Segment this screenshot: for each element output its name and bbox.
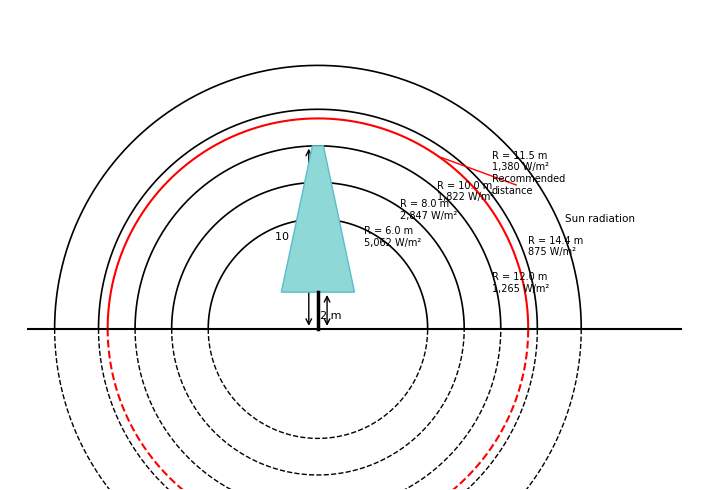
Text: 10 m: 10 m [275, 232, 303, 242]
Text: 2 m: 2 m [320, 311, 341, 321]
Text: R = 14.4 m
875 W/m²: R = 14.4 m 875 W/m² [528, 236, 584, 257]
Text: R = 12.0 m
1,265 W/m²: R = 12.0 m 1,265 W/m² [491, 272, 549, 294]
Text: R = 11.5 m
1,380 W/m²
Recommended
distance: R = 11.5 m 1,380 W/m² Recommended distan… [491, 151, 565, 196]
Text: Sun radiation: Sun radiation [565, 214, 635, 224]
Text: R = 6.0 m
5,062 W/m²: R = 6.0 m 5,062 W/m² [364, 226, 421, 248]
Polygon shape [281, 146, 354, 292]
Text: R = 10.0 m
1,822 W/m²: R = 10.0 m 1,822 W/m² [437, 181, 494, 202]
Text: R = 8.0 m
2,847 W/m²: R = 8.0 m 2,847 W/m² [400, 199, 457, 221]
